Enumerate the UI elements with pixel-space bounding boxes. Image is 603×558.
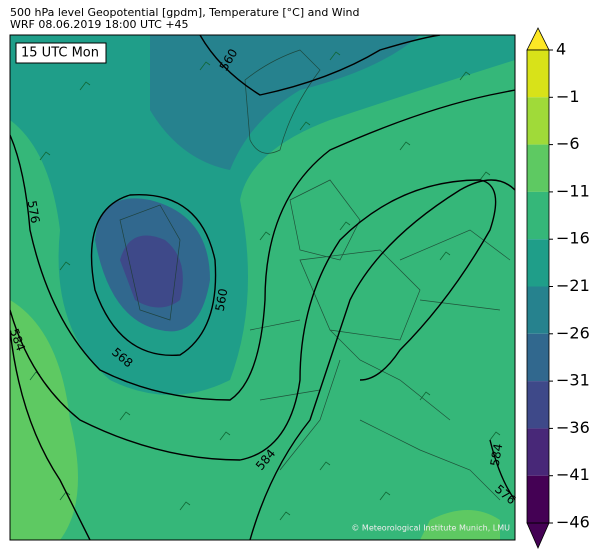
colorbar-tick-label: −26 [556,323,590,342]
colorbar-tick-label: −31 [556,371,590,390]
colorbar-band [527,97,549,145]
colorbar-tick-label: −46 [556,513,590,532]
time-label-box [15,42,107,64]
colorbar-tick-label: −36 [556,418,590,437]
map-frame [9,34,516,541]
warm-patch [420,510,500,540]
colorbar-tick-label: −21 [556,276,590,295]
contour-label: 584 [488,442,506,467]
colorbar-band [527,191,549,240]
colorbar-extend-bottom [526,522,550,549]
colorbar-tick-label: 4 [556,40,566,59]
cold-area [150,35,420,170]
colorbar-band [527,144,549,192]
contour-label: 560 [213,287,231,312]
colorbar-tick-label: −6 [556,134,580,153]
map-field: 15 UTC Mon © Meteorological Institute Mu… [10,35,515,540]
colorbar-tick-label: −16 [556,229,590,248]
colorbar-tick-label: −41 [556,465,590,484]
colorbar-extend-top [526,27,550,51]
colorbar-tick-label: −11 [556,181,590,200]
credit: © Meteorological Institute Munich, LMU [351,524,510,533]
time-label: 15 UTC Mon [21,46,99,61]
colorbar-band [527,50,549,98]
colorbar-tick-label: −1 [556,87,580,106]
colorbar-band [527,333,549,382]
subtitle: WRF 08.06.2019 18:00 UTC +45 [10,18,189,31]
colorbar: 4 −1 −6 −11 −16 −21 −26 −31 −36 −41 −46 [526,27,590,549]
colorbar-band [527,381,549,429]
colorbar-band [527,428,549,476]
colorbar-band [527,475,549,523]
colorbar-band [527,286,549,334]
colorbar-band [527,239,549,287]
title: 500 hPa level Geopotential [gpdm], Tempe… [10,6,359,19]
contour-label: 576 [25,199,43,224]
warm-area [10,300,78,540]
